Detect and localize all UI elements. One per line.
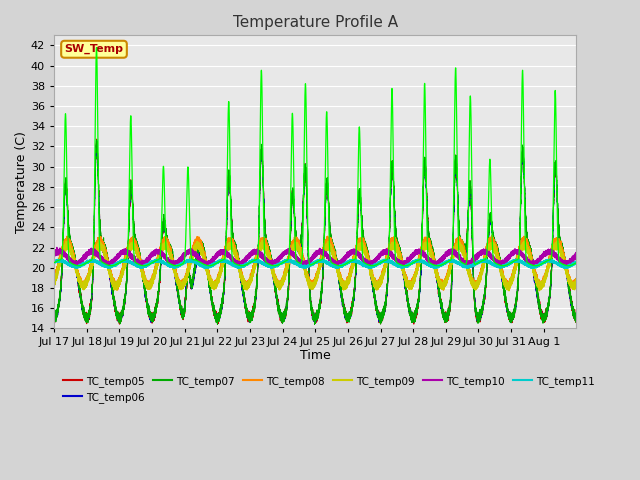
Legend: TC_temp05, TC_temp06, TC_temp07, TC_temp08, TC_temp09, TC_temp10, TC_temp11: TC_temp05, TC_temp06, TC_temp07, TC_temp… xyxy=(60,372,598,407)
X-axis label: Time: Time xyxy=(300,349,331,362)
Y-axis label: Temperature (C): Temperature (C) xyxy=(15,131,28,233)
Text: SW_Temp: SW_Temp xyxy=(65,44,124,54)
Title: Temperature Profile A: Temperature Profile A xyxy=(233,15,398,30)
